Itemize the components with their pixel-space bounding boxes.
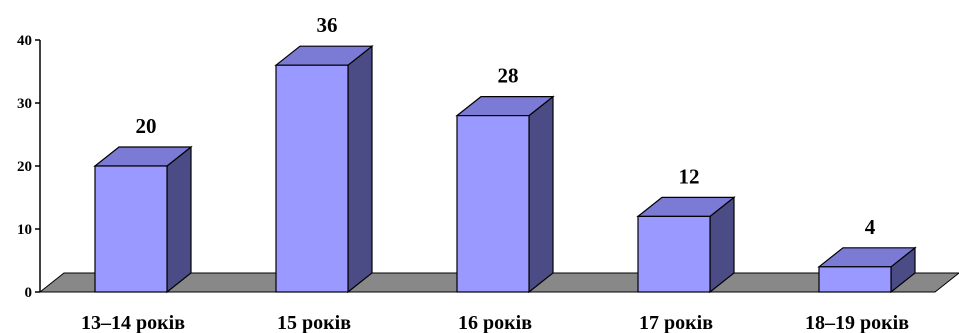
bars: 20 36 28 12 4 <box>93 13 917 294</box>
data-label: 4 <box>865 215 876 239</box>
y-tick-label: 0 <box>25 285 33 301</box>
y-tick-label: 10 <box>17 222 32 238</box>
y-tick-label: 40 <box>17 33 32 49</box>
bar-front-face <box>637 215 711 293</box>
category-labels: 13–14 років 15 років 16 років 17 років 18–19… <box>81 312 909 333</box>
category-label: 17 років <box>639 312 713 333</box>
data-label: 20 <box>136 114 157 138</box>
bar-front-face <box>275 64 349 293</box>
category-label: 18–19 років <box>805 312 909 333</box>
bar: 12 <box>636 164 736 294</box>
bar: 28 <box>455 64 555 294</box>
data-label: 12 <box>679 164 700 188</box>
category-label: 13–14 років <box>81 312 185 333</box>
bar: 36 <box>274 13 374 294</box>
category-label: 16 років <box>458 312 532 333</box>
bar-front-face <box>94 165 168 293</box>
bar: 20 <box>93 114 193 294</box>
bar-side-face <box>528 95 554 294</box>
bar-front-face <box>818 266 892 293</box>
y-tick-label: 30 <box>17 96 32 112</box>
category-label: 15 років <box>277 312 351 333</box>
bar-side-face <box>166 145 192 294</box>
y-tick-label: 20 <box>17 159 32 175</box>
bar-side-face <box>347 44 373 294</box>
data-label: 36 <box>317 13 338 37</box>
data-label: 28 <box>498 64 519 88</box>
bar-front-face <box>456 114 530 293</box>
y-axis-ticks: 0 10 20 30 40 <box>17 33 40 301</box>
bar: 4 <box>817 215 917 294</box>
